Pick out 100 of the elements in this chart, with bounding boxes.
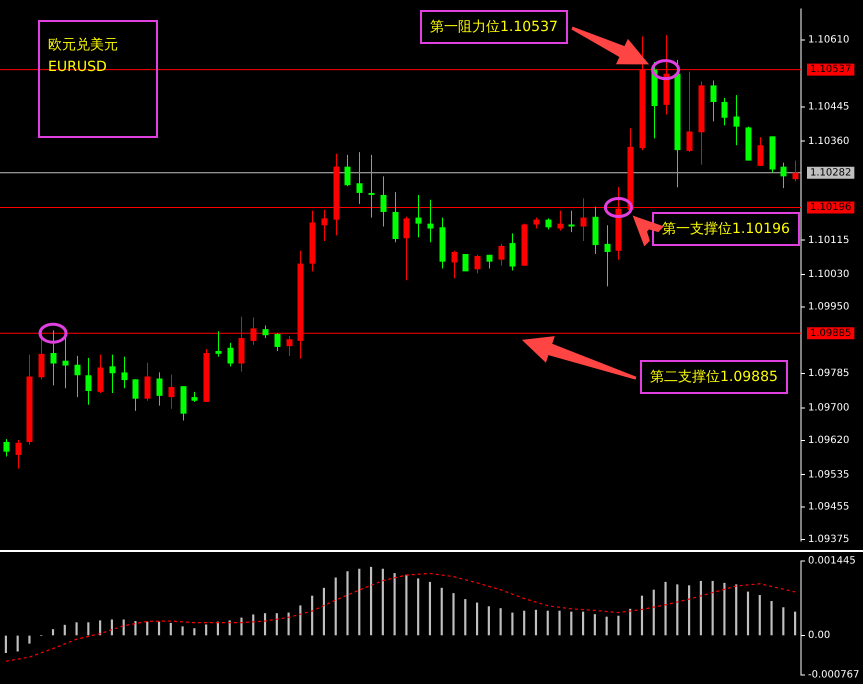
bar [370,566,372,636]
bar [28,636,31,644]
bar [476,602,478,636]
bar [723,582,726,636]
bar [488,606,490,636]
candlestick [122,356,128,389]
bar [4,636,7,654]
bar [558,610,561,636]
bar [606,616,608,636]
candlestick [758,136,764,166]
y-tick-label: 1.10445 [808,101,850,112]
bar [688,585,690,636]
ref-line-label: 1.10537 [810,64,852,76]
candlestick [452,250,458,279]
y-tick-label: 1.09375 [808,534,850,545]
bar [405,574,408,636]
candlestick [404,216,410,281]
candlestick [710,80,716,122]
bar [428,582,432,636]
bar [511,612,514,636]
ref-line-label: 1.09885 [810,328,852,339]
bar [346,571,349,636]
bar [252,614,254,636]
candlestick [734,94,740,146]
y-tick-label: 1.10610 [808,34,850,46]
bar [358,568,360,636]
bar [794,612,796,636]
candlestick [110,354,116,394]
candlestick [86,357,92,406]
bar [417,578,420,636]
y-tick-label: 1.09455 [808,502,850,513]
bar [276,613,278,636]
bar [712,580,714,636]
bar [16,636,19,652]
candlestick [546,218,552,230]
bar [629,608,632,636]
bar [110,619,113,636]
candlestick [368,154,374,218]
y-tick-label: -0.000767 [808,670,860,681]
bar [122,619,125,636]
y-tick-label: 1.10360 [808,136,850,147]
bar [64,624,66,636]
candlestick [50,330,56,386]
candlestick [416,194,422,238]
y-tick-label: 0.00 [808,630,830,642]
candlestick [192,391,198,402]
bar [87,622,90,636]
candlestick [322,209,328,242]
bar [205,624,208,636]
candlestick [568,210,574,233]
candlestick [534,217,540,230]
candlestick [4,438,10,458]
candlestick [62,336,68,389]
bar [570,612,572,636]
candlestick [428,199,434,243]
bar [311,596,314,636]
bar [193,628,196,636]
candlestick [74,355,80,398]
candlestick [356,152,362,204]
bar [75,622,78,636]
bar [758,595,761,636]
y-tick-label: 1.10030 [808,269,850,280]
candlestick [132,378,138,412]
bar [700,580,702,636]
bar [264,613,266,636]
candlestick [274,332,280,352]
bar [782,607,784,636]
candlestick [168,374,174,410]
bar [534,610,538,636]
y-tick-label: 0.001445 [808,556,856,567]
bar [617,616,620,636]
bar [182,626,184,636]
bar [770,600,773,636]
candlestick [462,253,468,272]
candlestick [16,439,22,470]
bar [735,584,738,636]
bar [664,582,667,636]
ref-line-label: 1.10196 [810,202,852,214]
annotation: 第一阻力位1.10537 [420,10,568,44]
bar [52,629,54,636]
y-tick-label: 1.09535 [808,469,850,480]
bar [640,596,644,636]
candlestick [604,224,610,287]
candlestick [498,243,504,266]
bar [440,588,443,636]
candlestick [216,330,222,358]
bar [746,592,750,636]
bar [652,590,655,636]
candlestick [792,160,798,182]
candlestick [380,176,386,227]
text: 欧元兑美元 [48,36,119,55]
candlestick [144,362,150,402]
candlestick [344,154,350,187]
candlestick [722,97,728,126]
line-series [5,572,796,662]
bar [594,614,596,636]
bar [452,593,455,636]
candlestick [558,210,564,232]
candlestick [228,342,234,367]
annotation: 第二支撑位1.09885 [640,360,788,394]
